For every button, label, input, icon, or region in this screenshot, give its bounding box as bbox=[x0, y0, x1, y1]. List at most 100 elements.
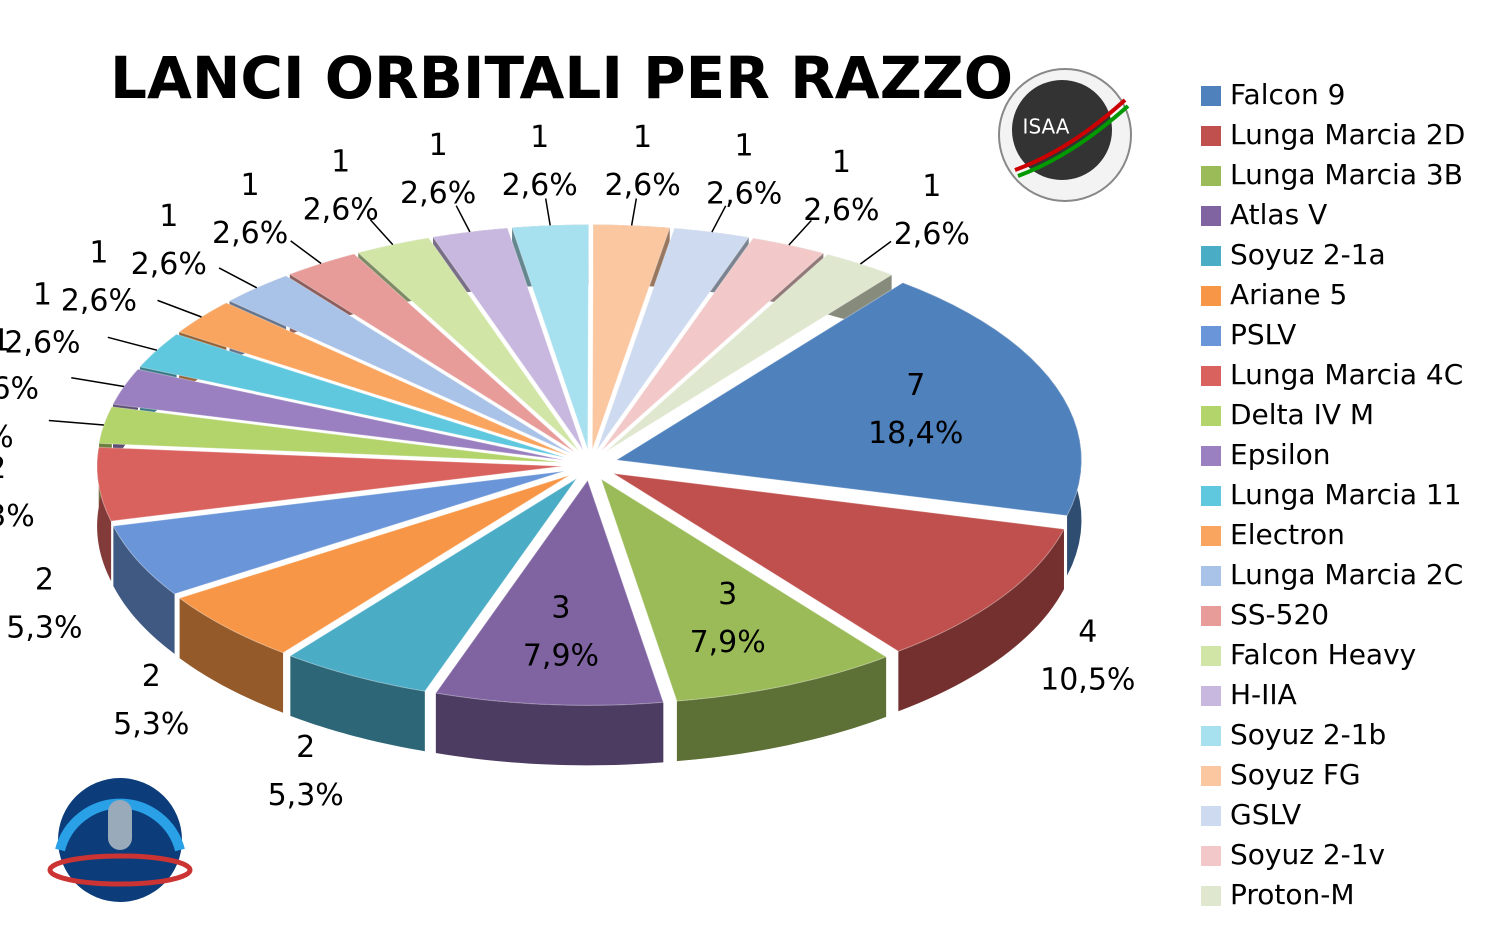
leader-line bbox=[290, 240, 322, 265]
leader-line bbox=[157, 299, 202, 318]
slice bbox=[605, 253, 893, 453]
legend-swatch bbox=[1201, 486, 1221, 506]
slice bbox=[615, 282, 1082, 517]
slice bbox=[98, 406, 563, 463]
data-label-percent: 18,4% bbox=[868, 416, 963, 451]
data-label-percent: 2,6% bbox=[400, 176, 476, 211]
legend-swatch bbox=[1201, 286, 1221, 306]
slice bbox=[289, 478, 578, 692]
slice bbox=[434, 479, 665, 706]
legend-label: Proton-M bbox=[1230, 878, 1355, 911]
slice bbox=[112, 368, 564, 461]
data-label-percent: 7,9% bbox=[523, 638, 599, 673]
leader-line bbox=[788, 219, 812, 246]
data-label-percent: 2,6% bbox=[61, 284, 137, 319]
data-label-count: 1 bbox=[832, 145, 851, 180]
leader-line bbox=[859, 240, 892, 265]
data-label-percent: 2,6% bbox=[894, 217, 970, 252]
slice bbox=[600, 237, 825, 452]
legend-swatch bbox=[1201, 686, 1221, 706]
slice-side bbox=[676, 656, 887, 762]
data-label-count: 2 bbox=[0, 451, 6, 486]
legend-swatch bbox=[1201, 446, 1221, 466]
data-label-percent: 5,3% bbox=[268, 778, 344, 813]
legend-label: Epsilon bbox=[1230, 438, 1331, 471]
data-label-percent: 2,6% bbox=[0, 371, 39, 406]
legend-label: Lunga Marcia 4C bbox=[1230, 358, 1463, 391]
slice-tops bbox=[96, 224, 1082, 706]
legend-label: Electron bbox=[1230, 518, 1345, 551]
slice bbox=[596, 227, 750, 451]
legend-swatch bbox=[1201, 86, 1221, 106]
slice-side bbox=[113, 525, 175, 654]
data-label-count: 3 bbox=[718, 577, 737, 612]
legend-label: Lunga Marcia 2D bbox=[1230, 118, 1465, 151]
data-label-percent: 2,6% bbox=[4, 326, 80, 361]
legend-swatch bbox=[1201, 126, 1221, 146]
slice-side bbox=[290, 655, 425, 752]
data-label-count: 1 bbox=[530, 120, 549, 155]
slice bbox=[591, 224, 671, 450]
legend-swatch bbox=[1201, 766, 1221, 786]
data-label-percent: 5,3% bbox=[113, 707, 189, 742]
slice-side bbox=[898, 529, 1064, 712]
data-label-count: 4 bbox=[1078, 614, 1097, 649]
slice bbox=[178, 474, 570, 654]
legend-label: Lunga Marcia 11 bbox=[1230, 478, 1462, 511]
data-label-count: 2 bbox=[142, 659, 161, 694]
legend-label: Soyuz 2-1v bbox=[1230, 838, 1385, 871]
legend-label: GSLV bbox=[1230, 798, 1301, 831]
legend-swatch bbox=[1201, 406, 1221, 426]
legend-label: Delta IV M bbox=[1230, 398, 1374, 431]
legend-swatch bbox=[1201, 206, 1221, 226]
legend-swatch bbox=[1201, 326, 1221, 346]
legend-swatch bbox=[1201, 646, 1221, 666]
leader-line bbox=[630, 198, 638, 226]
data-label-percent: 2,6% bbox=[604, 168, 680, 203]
chart-title: LANCI ORBITALI PER RAZZO bbox=[110, 44, 1013, 112]
legend-label: Soyuz FG bbox=[1230, 758, 1361, 791]
legend: Falcon 9 Lunga Marcia 2D Lunga Marcia 3B At… bbox=[1201, 78, 1465, 911]
podcast-logo bbox=[47, 778, 193, 902]
data-label-count: 1 bbox=[159, 199, 178, 234]
isaa-logo: ISAA bbox=[998, 68, 1132, 202]
legend-swatch bbox=[1201, 806, 1221, 826]
pie: 718,4%410,5%37,9%37,9%25,3%25,3%25,3%25,… bbox=[0, 120, 1135, 813]
legend-swatch bbox=[1201, 526, 1221, 546]
legend-label: PSLV bbox=[1230, 318, 1296, 351]
legend-label: Ariane 5 bbox=[1230, 278, 1347, 311]
leader-line bbox=[218, 267, 258, 289]
legend-label: Lunga Marcia 2C bbox=[1230, 558, 1463, 591]
data-label-count: 1 bbox=[633, 120, 652, 155]
data-label-percent: 2,6% bbox=[0, 420, 14, 455]
slice bbox=[600, 477, 888, 702]
data-label-percent: 2,6% bbox=[303, 192, 379, 227]
data-label-percent: 10,5% bbox=[1040, 662, 1135, 697]
legend-swatch bbox=[1201, 166, 1221, 186]
data-label-count: 3 bbox=[551, 590, 570, 625]
data-label-count: 7 bbox=[906, 368, 925, 403]
data-label-count: 1 bbox=[735, 129, 754, 164]
slice bbox=[96, 446, 563, 522]
data-label-percent: 5,3% bbox=[6, 610, 82, 645]
legend-swatch bbox=[1201, 246, 1221, 266]
legend-swatch bbox=[1201, 366, 1221, 386]
legend-label: Falcon Heavy bbox=[1230, 638, 1416, 671]
legend-label: Soyuz 2-1a bbox=[1230, 238, 1386, 271]
logo-text: ISAA bbox=[1023, 115, 1070, 139]
legend-label: SS-520 bbox=[1230, 598, 1329, 631]
slice bbox=[112, 470, 565, 595]
legend-label: Lunga Marcia 3B bbox=[1230, 158, 1463, 191]
legend-swatch bbox=[1201, 606, 1221, 626]
leader-line bbox=[48, 419, 104, 426]
slice bbox=[357, 237, 580, 452]
leader-line bbox=[71, 376, 125, 388]
slice bbox=[613, 472, 1065, 652]
legend-label: Falcon 9 bbox=[1230, 78, 1345, 111]
legend-swatch bbox=[1201, 886, 1221, 906]
data-label-count: 1 bbox=[89, 236, 108, 271]
leader-line bbox=[107, 336, 158, 351]
data-label-percent: 2,6% bbox=[706, 177, 782, 212]
